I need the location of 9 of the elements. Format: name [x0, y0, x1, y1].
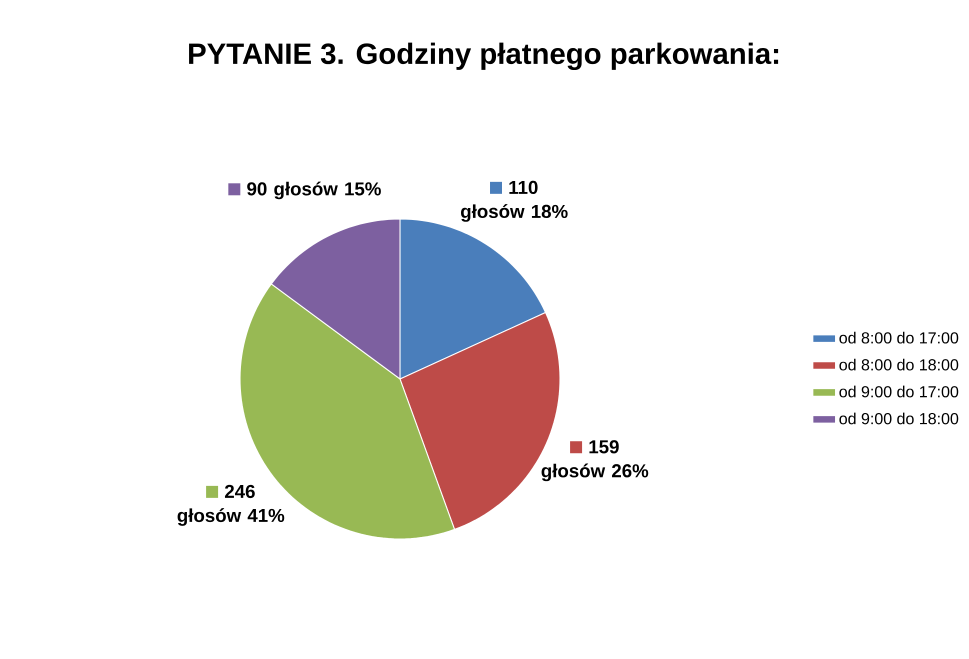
- data-label: 110 głosów 18%: [461, 180, 568, 222]
- legend-label: od 8:00 do 17:00: [839, 332, 958, 344]
- data-label: 159 głosów 26%: [542, 440, 648, 482]
- data-label: 246 głosów 41%: [178, 484, 284, 526]
- legend-label: od 8:00 do 18:00: [839, 358, 958, 370]
- legend-label: od 9:00 do 18:00: [839, 412, 958, 424]
- legend-label: od 9:00 do 17:00: [839, 386, 958, 398]
- chart-title: PYTANIE 3. Godziny płatnego parkowania:: [189, 42, 778, 70]
- data-label: 90 głosów 15%: [247, 182, 381, 200]
